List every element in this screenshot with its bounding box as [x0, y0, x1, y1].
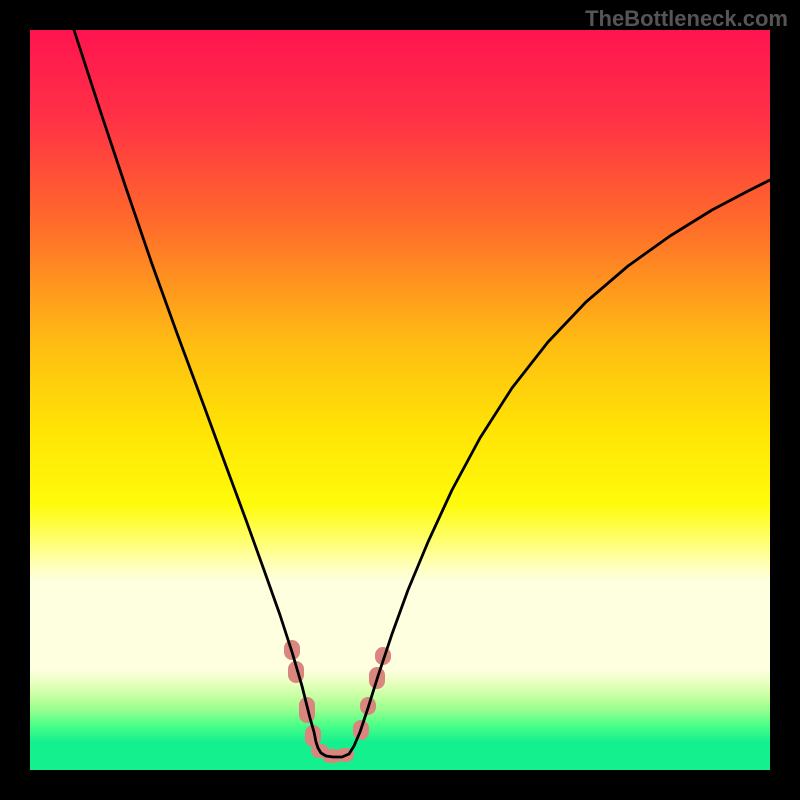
plot-area: [30, 30, 770, 770]
watermark-text: TheBottleneck.com: [585, 6, 788, 32]
gradient-background: [30, 30, 770, 670]
chart-svg: [30, 30, 770, 770]
chart-frame: TheBottleneck.com: [0, 0, 800, 800]
green-band: [30, 670, 770, 770]
